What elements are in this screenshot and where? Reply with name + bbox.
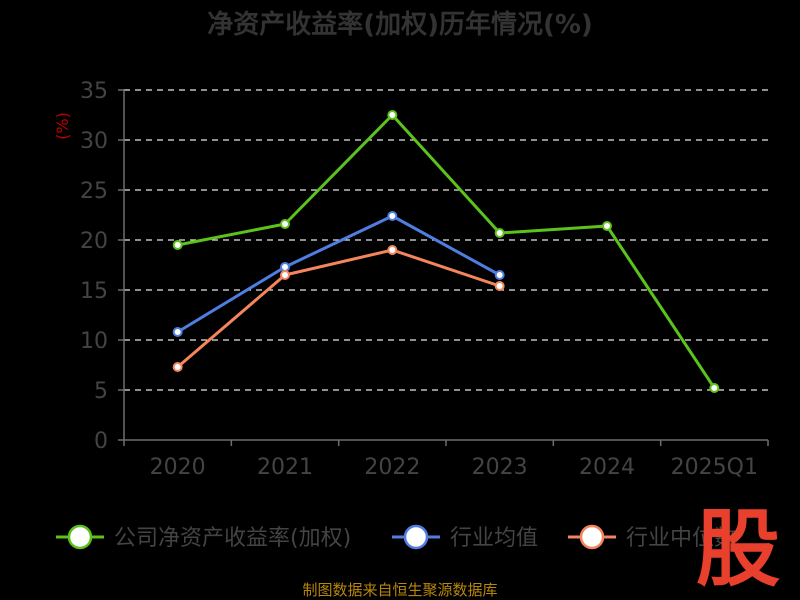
x-tick-label: 2023 <box>472 455 528 480</box>
series-line <box>176 248 501 369</box>
data-point <box>387 211 398 221</box>
data-point <box>602 221 612 231</box>
y-tick-label: 15 <box>80 279 108 304</box>
series-2 <box>172 211 505 337</box>
axes: 0 5 10 15 20 25 30 35 2020 2021 2022 2023 2024 2025Q1 <box>80 79 769 480</box>
data-point <box>494 281 505 291</box>
y-tick-label: 10 <box>80 329 108 354</box>
x-tick-label: 2024 <box>579 455 635 480</box>
data-point <box>172 327 183 337</box>
y-tick-label: 35 <box>80 79 108 104</box>
legend-label: 行业均值 <box>450 526 538 551</box>
legend-marker <box>67 524 93 550</box>
data-source-note: 制图数据来自恒生聚源数据库 <box>302 581 497 599</box>
legend-marker <box>579 524 605 550</box>
data-point <box>494 228 505 238</box>
gridlines <box>124 89 768 391</box>
x-tick-label: 2020 <box>150 455 206 480</box>
series-lines <box>172 110 720 393</box>
legend-label: 行业中位数 <box>626 526 736 551</box>
data-point <box>280 270 290 280</box>
legend-label: 公司净资产收益率(加权) <box>114 526 351 551</box>
legend-item: 公司净资产收益率(加权) <box>56 524 351 551</box>
data-point <box>280 262 290 272</box>
legend: 公司净资产收益率(加权) 行业均值 行业中位数 <box>56 524 736 551</box>
data-point <box>709 383 720 393</box>
x-tick-label: 2025Q1 <box>671 455 758 480</box>
watermark-logo: 股 <box>696 500 780 598</box>
y-tick-label: 30 <box>80 129 108 154</box>
series-1 <box>172 110 720 393</box>
data-point <box>494 270 505 280</box>
x-tick-label: 2022 <box>364 455 420 480</box>
data-point <box>387 245 398 255</box>
data-point <box>280 219 290 229</box>
series-3 <box>172 245 505 372</box>
y-tick-label: 25 <box>80 179 108 204</box>
x-tick-label: 2021 <box>257 455 313 480</box>
data-point <box>172 362 183 372</box>
y-axis-label: (%) <box>53 112 72 140</box>
legend-marker <box>403 524 429 550</box>
chart-title: 净资产收益率(加权)历年情况(%) <box>207 9 593 40</box>
data-point <box>172 240 183 250</box>
series-line <box>177 113 716 389</box>
legend-item: 行业均值 <box>392 524 538 551</box>
legend-item: 行业中位数 <box>568 524 736 551</box>
series-line <box>176 214 501 334</box>
y-tick-label: 20 <box>80 229 108 254</box>
data-point <box>387 110 398 120</box>
y-tick-label: 5 <box>94 379 108 404</box>
y-tick-label: 0 <box>94 429 108 454</box>
